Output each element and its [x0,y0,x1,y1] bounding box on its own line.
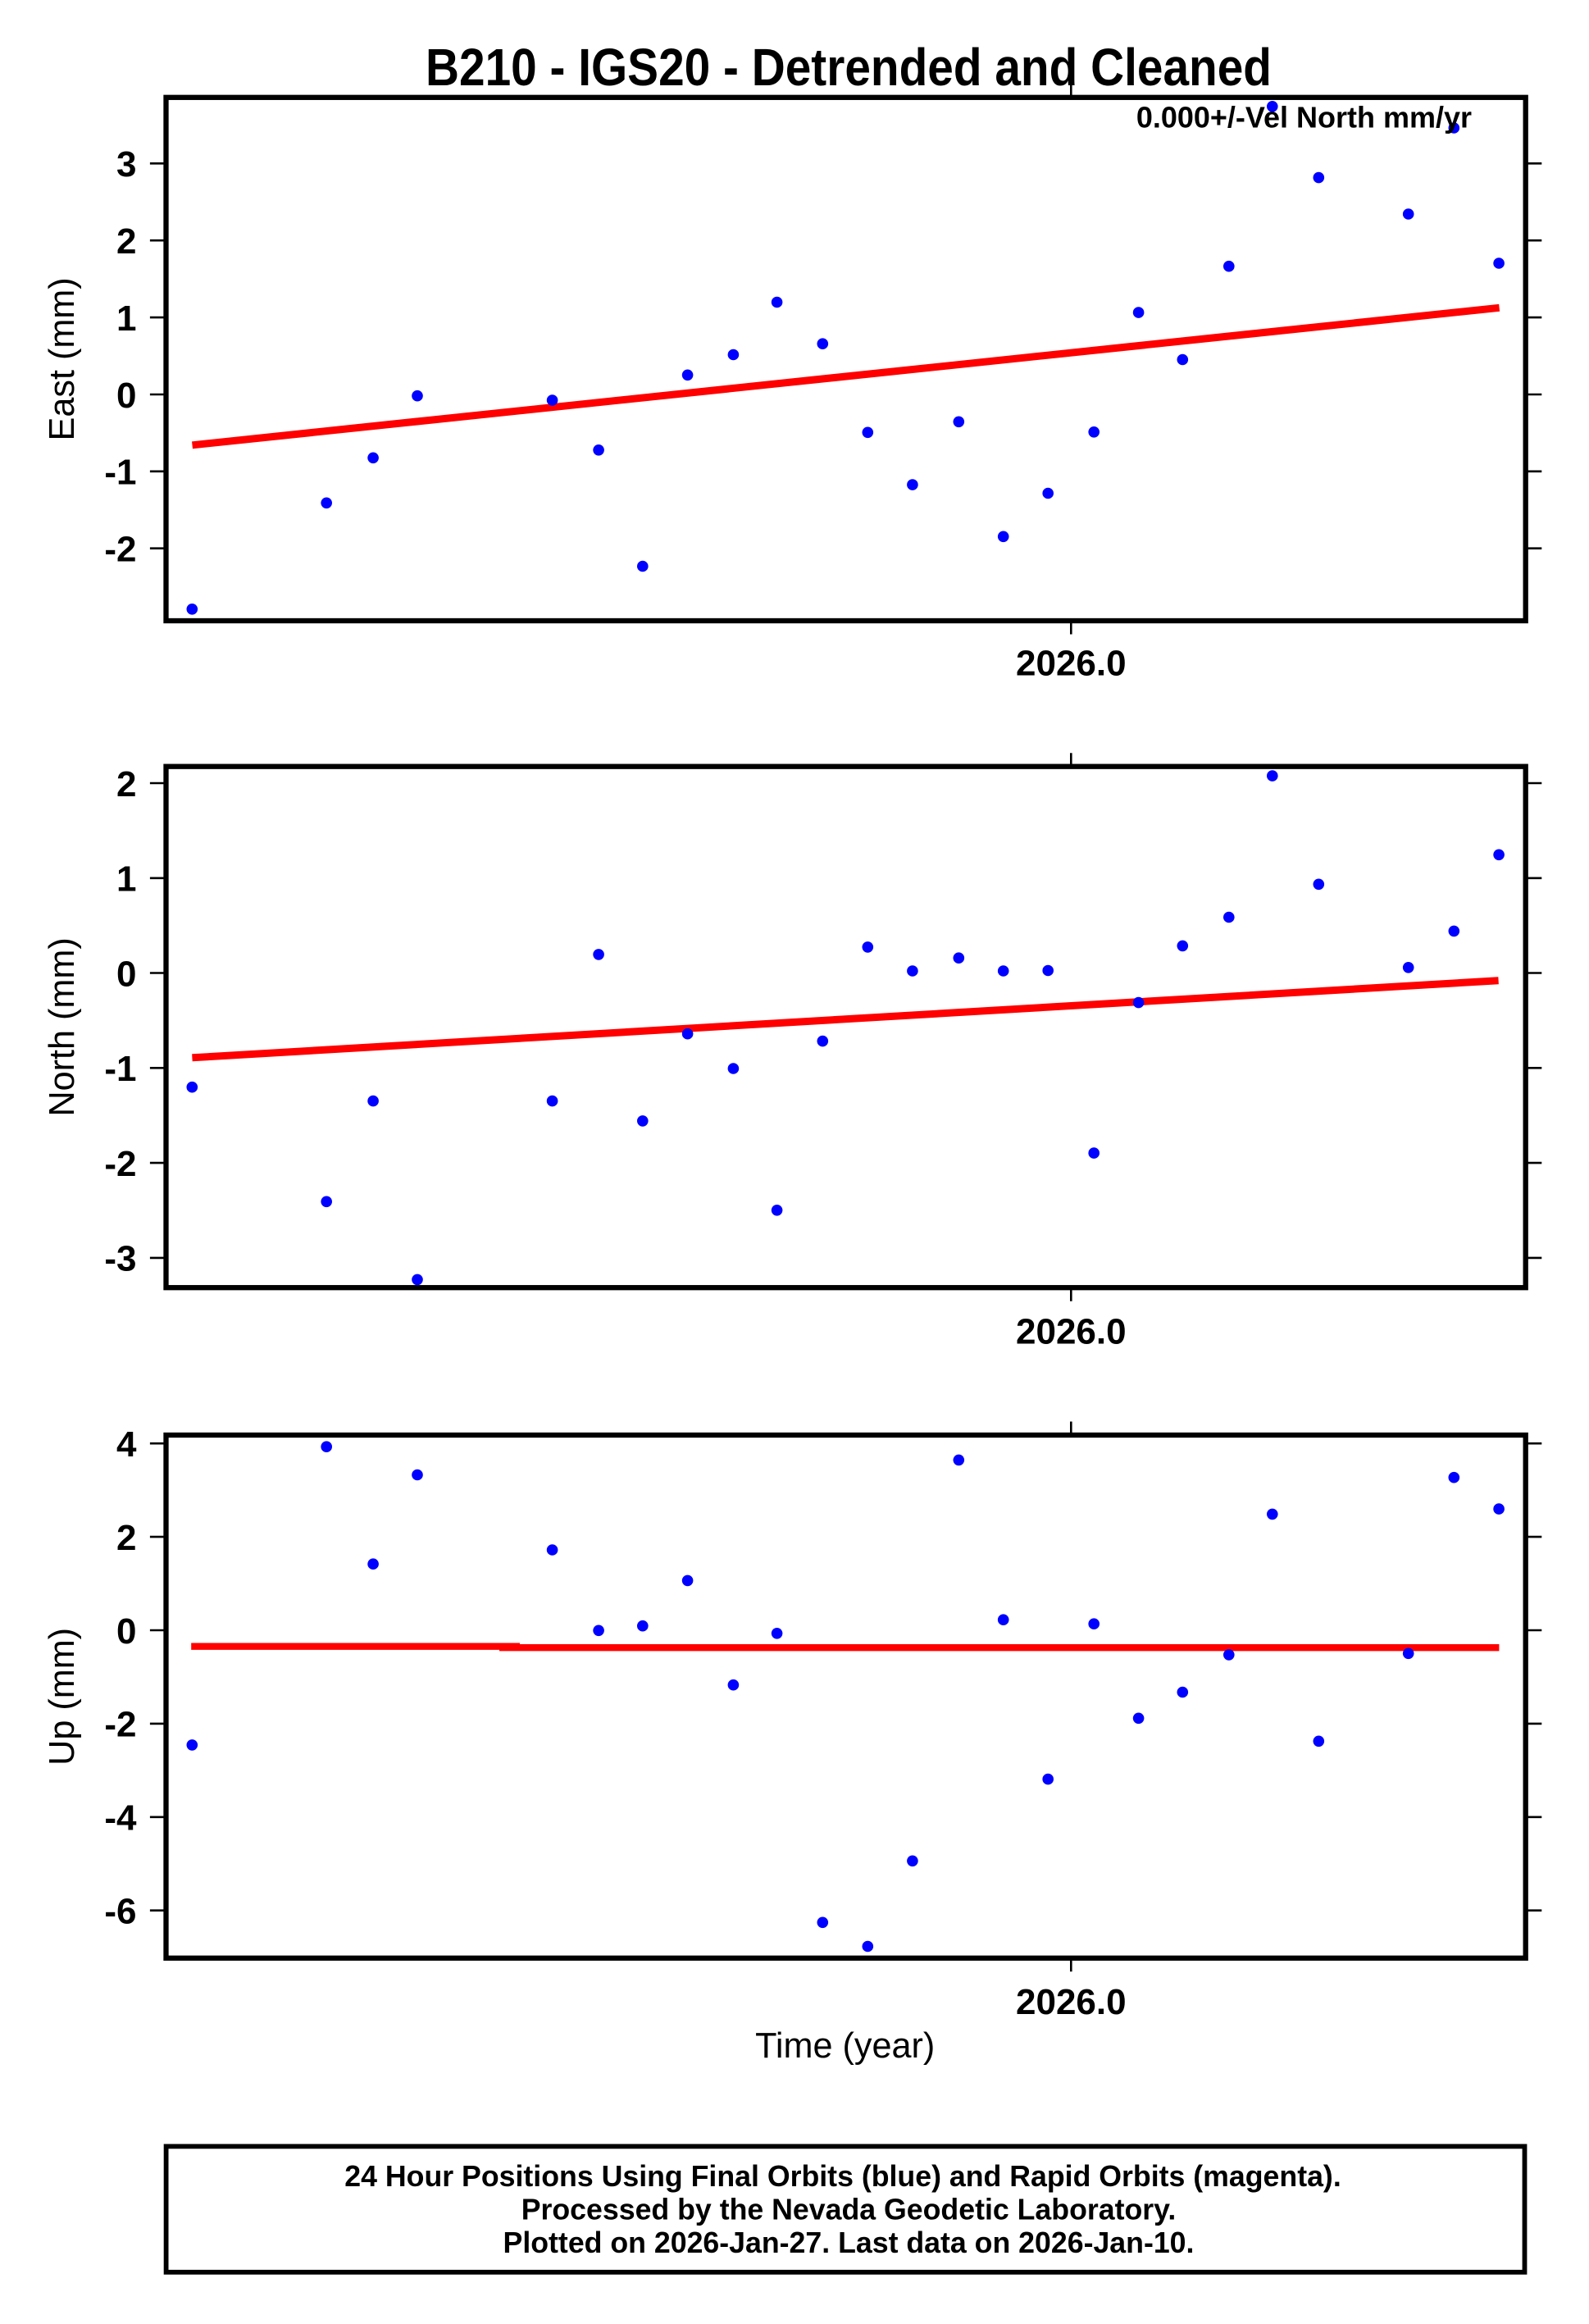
svg-text:-1: -1 [104,453,136,493]
svg-text:0.000+/-Vel North mm/yr: 0.000+/-Vel North mm/yr [1136,101,1472,134]
svg-text:2: 2 [116,221,136,262]
svg-text:Time (year): Time (year) [755,2026,935,2066]
svg-text:4: 4 [116,1424,137,1465]
svg-text:2026.0: 2026.0 [1016,1312,1127,1352]
svg-text:2: 2 [116,1518,136,1558]
svg-text:2026.0: 2026.0 [1016,644,1127,684]
svg-text:East (mm): East (mm) [43,277,82,440]
svg-text:0: 0 [116,954,136,994]
svg-text:-2: -2 [104,530,136,570]
svg-text:-1: -1 [104,1049,136,1089]
svg-text:2026.0: 2026.0 [1016,1982,1127,2022]
svg-text:-2: -2 [104,1144,136,1184]
svg-text:1: 1 [116,859,136,900]
svg-text:Plotted on 2026-Jan-27. Last d: Plotted on 2026-Jan-27. Last data on 202… [503,2226,1195,2259]
svg-text:-6: -6 [104,1892,136,1932]
svg-text:0: 0 [116,1611,136,1652]
svg-text:Up (mm): Up (mm) [43,1628,82,1766]
svg-text:1: 1 [116,298,136,339]
svg-text:B210 - IGS20 - Detrended and C: B210 - IGS20 - Detrended and Cleaned [426,38,1272,97]
svg-text:24 Hour Positions Using Final: 24 Hour Positions Using Final Orbits (bl… [344,2160,1341,2193]
svg-text:0: 0 [116,376,136,416]
svg-text:2: 2 [116,764,136,804]
svg-text:-2: -2 [104,1705,136,1745]
svg-text:North (mm): North (mm) [43,937,82,1116]
svg-text:3: 3 [116,144,136,185]
svg-text:-3: -3 [104,1239,136,1279]
svg-text:Processed by the Nevada Geodet: Processed by the Nevada Geodetic Laborat… [521,2194,1177,2226]
svg-text:-4: -4 [104,1798,137,1839]
